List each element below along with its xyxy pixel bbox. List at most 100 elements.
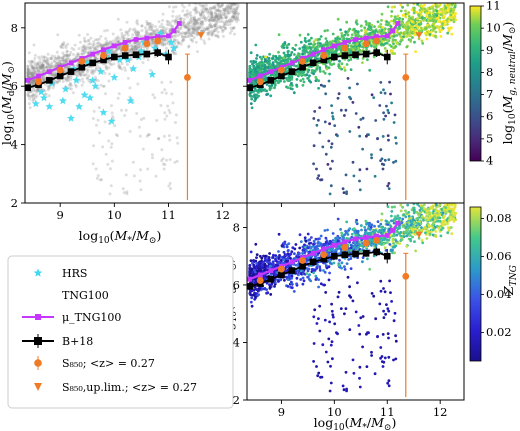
tng-point (216, 8, 220, 12)
tng-point (340, 234, 344, 237)
tng-point (160, 159, 164, 163)
tng-point (205, 16, 209, 20)
tng-point (87, 38, 91, 42)
tng-point (83, 47, 87, 51)
tng-point (46, 61, 50, 65)
tng-point (270, 84, 273, 88)
tng-point (370, 156, 373, 160)
tng-point (380, 157, 384, 161)
tng-point (207, 9, 211, 13)
tng-point (136, 34, 140, 37)
b18-point (341, 52, 349, 59)
tng-point (52, 58, 56, 62)
s850-point (402, 74, 410, 81)
tng-point (213, 18, 217, 22)
tng-point (191, 27, 195, 31)
tng-point (417, 37, 421, 41)
tng-point (38, 65, 42, 69)
tng-point (425, 9, 429, 13)
tng-point (66, 74, 70, 78)
tng-point (47, 94, 51, 98)
tng-point (87, 74, 91, 78)
tng-point (232, 16, 236, 19)
tng-point (331, 232, 335, 235)
tng-point (216, 26, 220, 30)
tng-point (198, 17, 201, 21)
tng-point (69, 84, 73, 87)
tng-point (230, 3, 234, 7)
tng-point (434, 230, 438, 233)
tng-point (196, 17, 200, 21)
tng-point (190, 34, 194, 38)
tng-point (278, 79, 282, 83)
tng-point (109, 184, 113, 188)
tng-point (315, 123, 319, 127)
tng-point (201, 10, 205, 14)
tng-point (67, 79, 70, 82)
tng-point (271, 61, 275, 65)
tng-point (373, 25, 376, 28)
tng-point (436, 200, 439, 203)
tng-point (446, 7, 450, 11)
tng-point (420, 26, 423, 30)
tng-point (53, 74, 57, 78)
tng-point (110, 159, 114, 163)
tng-point (172, 51, 176, 55)
tng-point (226, 12, 230, 15)
tng-point (125, 192, 129, 196)
tng-point (134, 29, 138, 33)
tng-point (54, 72, 58, 76)
tng-point (97, 44, 101, 48)
tng-point (181, 21, 185, 25)
tng-point (254, 82, 257, 86)
tng-point (82, 73, 86, 77)
tng-point (93, 46, 97, 50)
tng-point (317, 118, 320, 122)
tng-point (66, 76, 70, 80)
tng-point (414, 28, 417, 31)
mu-tng100-point (390, 28, 395, 34)
tng-point (213, 29, 217, 33)
tng-point (76, 74, 80, 78)
tng-point (271, 56, 275, 60)
tng-point (27, 102, 31, 106)
tng-point (396, 14, 400, 18)
tng-point (109, 145, 113, 149)
tng-point (172, 5, 176, 9)
tng-point (112, 50, 116, 54)
tng-point (61, 58, 65, 62)
hrs-star (123, 55, 132, 64)
tng-point (219, 15, 223, 19)
tng-point (92, 144, 96, 148)
tng-point (195, 19, 199, 23)
tng-point (53, 64, 57, 68)
colorbar-tick-label: 6 (486, 109, 493, 123)
tng-point (215, 13, 219, 17)
tng-point (210, 16, 214, 20)
tng-point (345, 220, 349, 224)
tng-point (384, 249, 388, 252)
tng-point (201, 26, 205, 30)
tng-point (411, 28, 415, 31)
tng-point (114, 37, 118, 41)
tng-point (389, 34, 393, 37)
tng-point (288, 76, 291, 80)
tng-point (274, 60, 278, 63)
tng-point (188, 13, 192, 17)
tng-point (173, 42, 177, 46)
tng-point (417, 14, 421, 17)
tng-point (47, 63, 51, 67)
tng-point (260, 57, 264, 61)
tng-point (202, 28, 206, 32)
tng-point (94, 66, 98, 70)
tng-point (180, 31, 184, 35)
tng-point (45, 63, 49, 67)
tng-point (167, 108, 171, 112)
tng-point (328, 320, 331, 324)
tng-point (151, 39, 155, 43)
tng-point (184, 25, 188, 29)
tng-point (355, 42, 359, 46)
tng-point (96, 41, 100, 45)
tng-point (116, 35, 120, 39)
tng-point (187, 23, 191, 26)
